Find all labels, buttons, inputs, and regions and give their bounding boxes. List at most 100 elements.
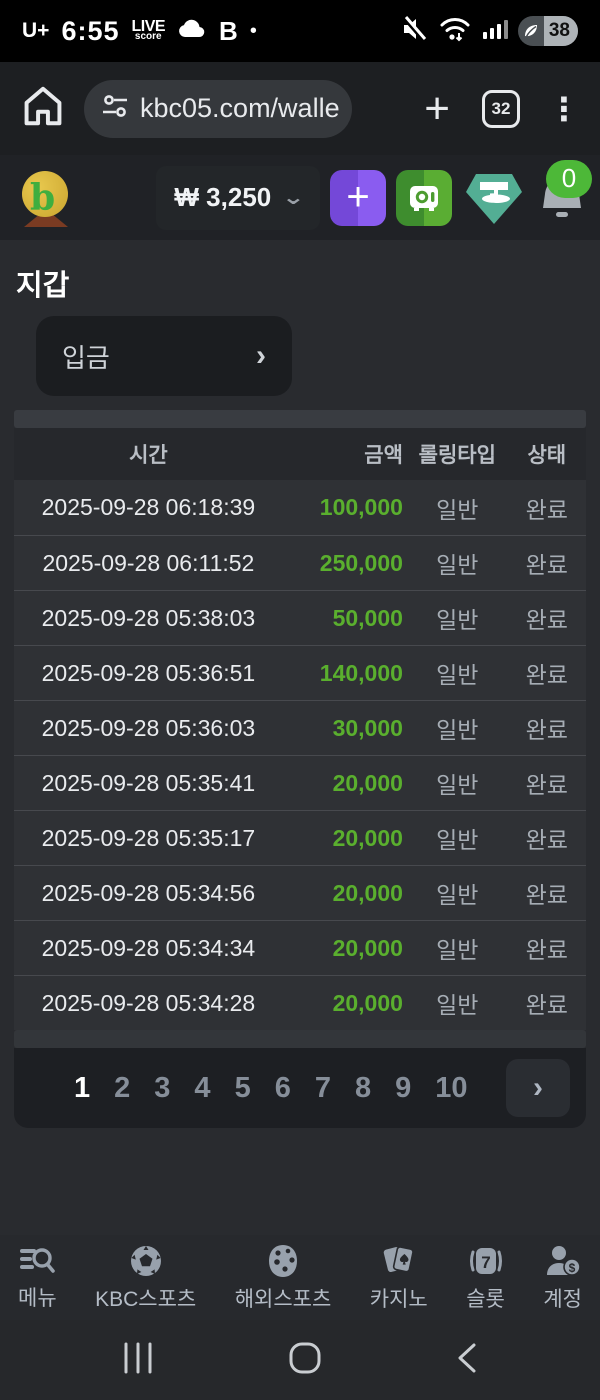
account-coin-icon: $	[546, 1245, 581, 1276]
next-page-button[interactable]: ›	[506, 1059, 570, 1117]
notifications-button[interactable]: 0	[536, 159, 592, 230]
cell-status: 완료	[525, 827, 568, 853]
page-number[interactable]: 7	[314, 1071, 331, 1104]
header-amount: 금액	[364, 444, 403, 467]
clock: 6:55	[61, 15, 120, 46]
cell-status: 완료	[525, 882, 568, 908]
cell-rolling-type: 일반	[436, 772, 479, 798]
svg-text:$: $	[568, 1261, 575, 1275]
cell-time: 2025-09-28 05:35:17	[41, 824, 256, 851]
table-row: 2025-09-28 05:35:41 20,000 일반 완료	[14, 755, 586, 810]
table-scrollbar-top[interactable]	[14, 410, 586, 428]
cell-status: 완료	[525, 717, 568, 743]
svg-text:7: 7	[481, 1253, 490, 1272]
header-time: 시간	[129, 444, 168, 467]
url-bar[interactable]: kbc05.com/walle	[84, 79, 352, 138]
page-number[interactable]: 6	[274, 1071, 291, 1104]
recent-apps-button[interactable]	[118, 1341, 158, 1380]
logo-letter: b	[30, 176, 56, 219]
browser-toolbar: kbc05.com/walle + 32 ⋮	[0, 62, 600, 155]
cell-amount: 20,000	[332, 934, 403, 961]
notification-badge: 0	[546, 159, 592, 198]
table-row: 2025-09-28 06:11:52 250,000 일반 완료	[14, 535, 586, 590]
livescore-notification-icon: LIVE score	[131, 18, 166, 43]
android-navigation-bar	[0, 1320, 600, 1400]
page-number[interactable]: 4	[194, 1071, 211, 1104]
table-row: 2025-09-28 05:34:28 20,000 일반 완료	[14, 975, 586, 1030]
golf-ball-icon	[269, 1244, 298, 1277]
deposit-button[interactable]: 입금 ›	[36, 316, 292, 396]
cell-time: 2025-09-28 06:18:39	[41, 494, 256, 520]
table-scrollbar-bottom[interactable]	[14, 1030, 586, 1048]
vault-button[interactable]	[396, 169, 452, 226]
signal-icon	[482, 16, 508, 47]
page-number[interactable]: 8	[354, 1071, 372, 1104]
status-bar: U+ 6:55 LIVE score B •	[0, 0, 600, 62]
nav-label: 카지노	[369, 1287, 428, 1311]
cell-rolling-type: 일반	[436, 662, 479, 688]
page-title: 지갑	[16, 270, 70, 302]
soccer-ball-icon	[130, 1245, 161, 1276]
table-row: 2025-09-28 05:38:03 50,000 일반 완료	[14, 590, 586, 645]
nav-item-casino[interactable]: 카지노	[370, 1243, 428, 1313]
cell-rolling-type: 일반	[436, 882, 479, 908]
cell-rolling-type: 일반	[436, 552, 479, 578]
tab-switcher[interactable]: 32	[482, 89, 520, 128]
cell-rolling-type: 일반	[436, 717, 479, 743]
logo-moon	[22, 170, 68, 217]
page-number[interactable]: 1	[74, 1071, 91, 1104]
home-button[interactable]	[287, 1340, 323, 1381]
page-number[interactable]: 2	[114, 1071, 131, 1104]
battery-indicator: 38	[517, 16, 578, 46]
browser-menu-icon[interactable]: ⋮	[548, 90, 580, 127]
page-number[interactable]: 3	[154, 1071, 171, 1104]
cell-time: 2025-09-28 05:35:41	[41, 769, 256, 796]
cell-time: 2025-09-28 05:36:03	[41, 714, 256, 741]
page-number[interactable]: 5	[234, 1071, 251, 1104]
page-number[interactable]: 9	[395, 1071, 412, 1104]
back-button[interactable]	[452, 1341, 482, 1380]
notification-b-icon: B	[219, 15, 238, 46]
site-settings-icon[interactable]	[100, 91, 130, 126]
cell-amount: 50,000	[332, 604, 403, 631]
battery-percent: 38	[543, 16, 578, 46]
balance-amount: ₩ 3,250	[174, 182, 272, 212]
add-funds-button[interactable]: +	[330, 169, 386, 226]
cell-rolling-type: 일반	[436, 992, 479, 1018]
nav-label: 슬롯	[466, 1287, 505, 1311]
nav-item-account[interactable]: $ 계정	[543, 1243, 582, 1313]
cell-amount: 20,000	[332, 824, 403, 851]
table-row: 2025-09-28 06:18:39 100,000 일반 완료	[14, 480, 586, 535]
safe-icon	[410, 185, 438, 211]
nav-label: 메뉴	[18, 1286, 57, 1310]
url-text[interactable]: kbc05.com/walle	[140, 93, 340, 123]
tether-icon[interactable]	[462, 166, 526, 230]
cell-amount: 250,000	[319, 549, 403, 576]
cell-amount: 20,000	[332, 879, 403, 906]
table-row: 2025-09-28 05:34:34 20,000 일반 완료	[14, 920, 586, 975]
nav-item-slots[interactable]: 7 슬롯	[466, 1243, 505, 1313]
wallet-page: 지갑 입금 › 시간 금액 롤링타입 상태 2025-09-28 06:18:3…	[0, 240, 600, 1128]
transactions-table: 시간 금액 롤링타입 상태 2025-09-28 06:18:39 100,00…	[14, 410, 586, 1128]
nav-item-menu[interactable]: 메뉴	[18, 1244, 57, 1312]
bottom-navigation: 메뉴 KBC스포츠 해외스포츠 카지노 7 슬롯 $ 계정	[0, 1235, 600, 1320]
nav-item-kbc-sports[interactable]: KBC스포츠	[95, 1243, 196, 1313]
cell-status: 완료	[525, 496, 568, 523]
page-number[interactable]: 10	[435, 1071, 468, 1104]
cell-time: 2025-09-28 06:11:52	[42, 549, 255, 576]
cell-status: 완료	[525, 937, 568, 963]
site-logo[interactable]: b	[18, 169, 76, 227]
new-tab-icon[interactable]: +	[424, 83, 450, 133]
chevron-down-icon: ⌄	[281, 187, 306, 209]
cell-amount: 20,000	[332, 989, 403, 1016]
nav-item-overseas-sports[interactable]: 해외스포츠	[235, 1243, 331, 1313]
pagination: 1 2 3 4 5 6 7 8 9 10 ›	[14, 1048, 586, 1128]
cell-amount: 30,000	[332, 714, 403, 741]
cell-time: 2025-09-28 05:36:51	[41, 659, 256, 686]
table-row: 2025-09-28 05:36:03 30,000 일반 완료	[14, 700, 586, 755]
balance-dropdown[interactable]: ₩ 3,250 ⌄	[156, 165, 320, 230]
site-header: b ₩ 3,250 ⌄ + 0	[0, 155, 600, 240]
nav-label: KBC스포츠	[95, 1287, 197, 1311]
home-icon[interactable]	[20, 83, 66, 134]
